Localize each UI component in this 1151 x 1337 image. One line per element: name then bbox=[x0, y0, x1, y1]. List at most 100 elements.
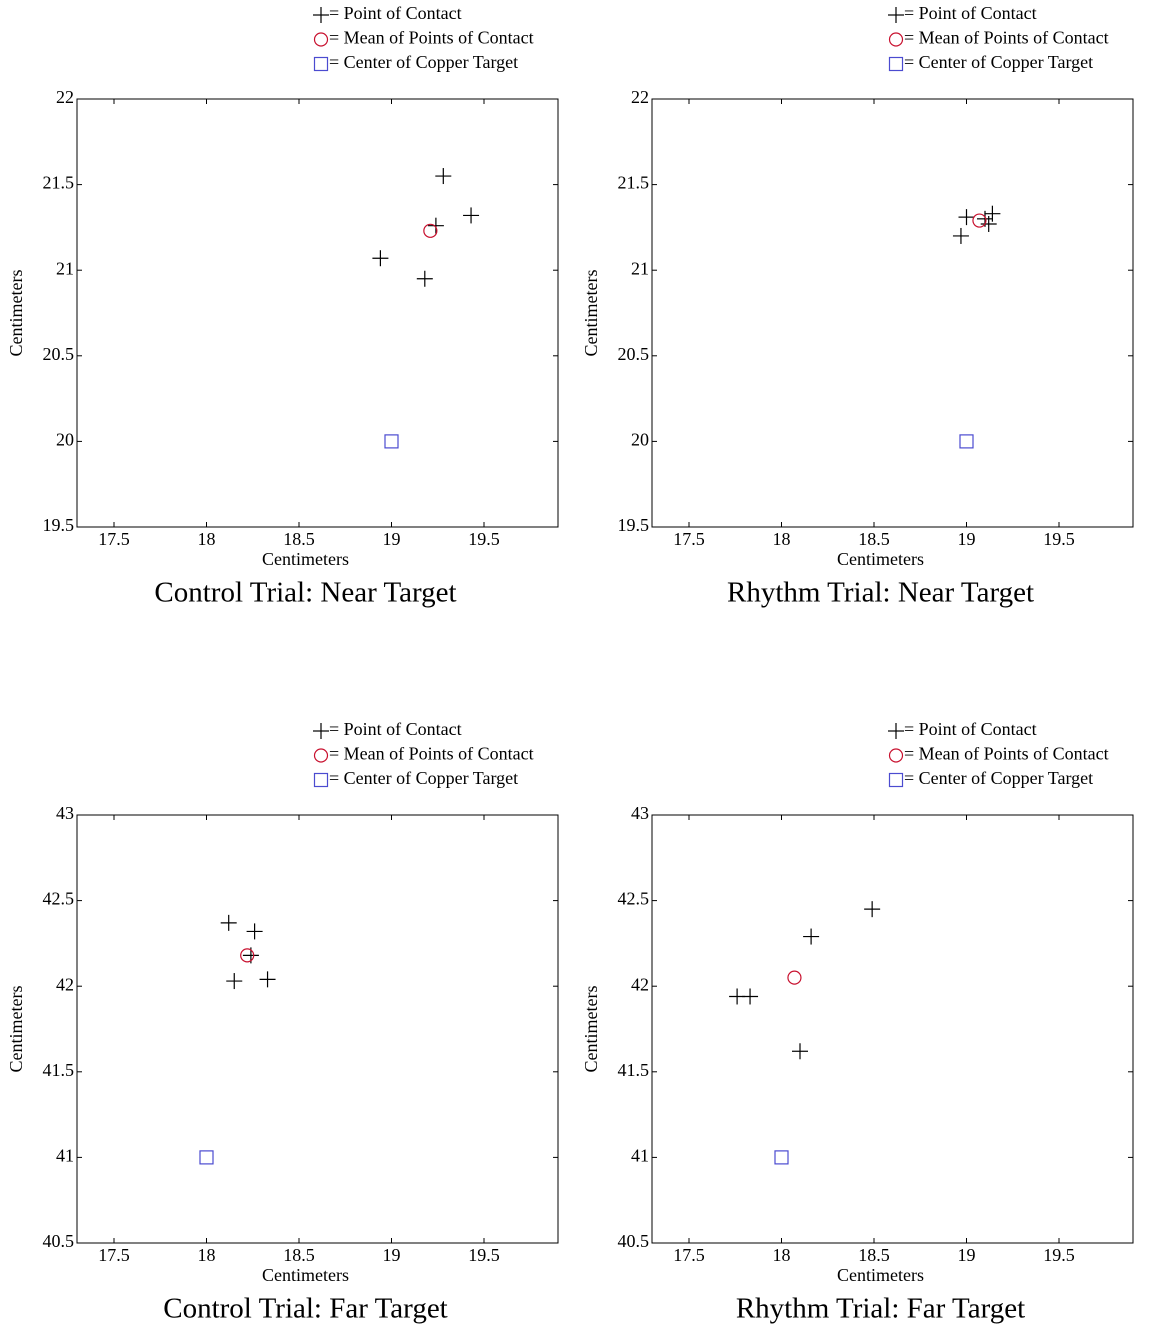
chart-title: Rhythm Trial: Near Target bbox=[727, 577, 1034, 609]
x-axis-label: Centimeters bbox=[837, 549, 924, 569]
plus-marker bbox=[742, 988, 759, 1005]
y-tick-label: 41.5 bbox=[43, 1060, 75, 1080]
y-axis-label: Centimeters bbox=[581, 986, 601, 1073]
x-tick-label: 18.5 bbox=[858, 529, 890, 549]
x-tick-label: 18.5 bbox=[283, 1245, 315, 1265]
x-tick-label: 19 bbox=[958, 1245, 976, 1265]
y-tick-label: 22 bbox=[56, 87, 74, 107]
y-tick-label: 22 bbox=[631, 87, 649, 107]
plus-marker bbox=[792, 1043, 808, 1060]
square-marker bbox=[888, 772, 904, 788]
circle-marker bbox=[423, 223, 438, 238]
plus-marker bbox=[958, 209, 975, 226]
y-tick-label: 42.5 bbox=[618, 889, 650, 909]
plus-marker bbox=[952, 227, 969, 244]
y-axis-label: Centimeters bbox=[6, 986, 26, 1073]
legend-label: = Point of Contact bbox=[904, 3, 1037, 23]
plus-marker bbox=[220, 914, 237, 931]
y-tick-label: 40.5 bbox=[43, 1231, 75, 1251]
x-tick-label: 18 bbox=[773, 529, 791, 549]
x-tick-label: 17.5 bbox=[673, 1245, 705, 1265]
chart-title: Rhythm Trial: Far Target bbox=[736, 1293, 1025, 1325]
y-tick-label: 21 bbox=[56, 258, 74, 278]
circle-marker bbox=[313, 748, 329, 763]
plus-marker bbox=[226, 973, 243, 990]
y-tick-label: 20 bbox=[631, 430, 649, 450]
y-tick-label: 21 bbox=[631, 258, 649, 278]
plus-marker bbox=[984, 205, 1001, 222]
plot-frame bbox=[76, 98, 559, 528]
x-tick-label: 17.5 bbox=[673, 529, 705, 549]
square-marker bbox=[313, 772, 329, 788]
circle-marker bbox=[888, 748, 904, 763]
x-axis-label: Centimeters bbox=[262, 549, 349, 569]
y-tick-label: 20.5 bbox=[618, 344, 650, 364]
x-tick-label: 18.5 bbox=[283, 529, 315, 549]
x-axis-label: Centimeters bbox=[262, 1265, 349, 1285]
square-marker bbox=[888, 56, 904, 72]
y-axis-label: Centimeters bbox=[581, 270, 601, 357]
square-marker bbox=[384, 434, 399, 449]
y-axis-label: Centimeters bbox=[6, 270, 26, 357]
x-tick-label: 18.5 bbox=[858, 1245, 890, 1265]
legend-label: = Mean of Points of Contact bbox=[329, 28, 534, 48]
subplot: = Point of Contact = Mean of Points of Co… bbox=[581, 719, 1134, 1325]
y-tick-label: 42 bbox=[56, 974, 74, 994]
x-tick-label: 19.5 bbox=[468, 529, 500, 549]
subplot: = Point of Contact = Mean of Points of Co… bbox=[581, 3, 1134, 609]
y-tick-label: 43 bbox=[56, 803, 74, 823]
y-tick-label: 21.5 bbox=[618, 173, 650, 193]
subplot: = Point of Contact = Mean of Points of Co… bbox=[6, 3, 559, 609]
circle-marker bbox=[787, 970, 802, 985]
x-tick-label: 18 bbox=[773, 1245, 791, 1265]
x-tick-label: 19.5 bbox=[468, 1245, 500, 1265]
plus-marker bbox=[313, 723, 329, 739]
y-tick-label: 41.5 bbox=[618, 1060, 650, 1080]
x-tick-label: 17.5 bbox=[98, 529, 130, 549]
y-tick-label: 19.5 bbox=[618, 515, 650, 535]
plus-marker bbox=[888, 723, 904, 739]
x-tick-label: 19.5 bbox=[1043, 1245, 1075, 1265]
y-tick-label: 42 bbox=[631, 974, 649, 994]
circle-marker bbox=[972, 213, 987, 228]
plus-marker bbox=[435, 168, 452, 185]
legend-label: = Center of Copper Target bbox=[904, 52, 1093, 72]
x-tick-label: 17.5 bbox=[98, 1245, 130, 1265]
x-tick-label: 18 bbox=[198, 1245, 216, 1265]
x-tick-label: 19.5 bbox=[1043, 529, 1075, 549]
y-tick-label: 41 bbox=[56, 1146, 74, 1166]
plus-marker bbox=[246, 923, 263, 940]
plus-marker bbox=[313, 7, 329, 23]
plus-marker bbox=[888, 7, 904, 23]
square-marker bbox=[959, 434, 974, 449]
y-tick-label: 20 bbox=[56, 430, 74, 450]
x-tick-label: 19 bbox=[383, 1245, 401, 1265]
circle-marker bbox=[313, 32, 329, 47]
legend-label: = Center of Copper Target bbox=[329, 52, 518, 72]
plus-marker bbox=[372, 250, 389, 267]
legend-label: = Center of Copper Target bbox=[904, 768, 1093, 788]
y-tick-label: 19.5 bbox=[43, 515, 75, 535]
y-tick-label: 40.5 bbox=[618, 1231, 650, 1251]
legend-label: = Point of Contact bbox=[329, 3, 462, 23]
chart-title: Control Trial: Near Target bbox=[154, 577, 456, 609]
subplot: = Point of Contact = Mean of Points of Co… bbox=[6, 719, 559, 1325]
legend-label: = Mean of Points of Contact bbox=[329, 744, 534, 764]
plus-marker bbox=[427, 217, 444, 234]
circle-marker bbox=[888, 32, 904, 47]
plus-marker bbox=[864, 901, 881, 918]
y-tick-label: 21.5 bbox=[43, 173, 75, 193]
legend-label: = Center of Copper Target bbox=[329, 768, 518, 788]
square-marker bbox=[774, 1150, 789, 1165]
plus-marker bbox=[980, 215, 997, 232]
y-tick-label: 42.5 bbox=[43, 889, 75, 909]
x-tick-label: 19 bbox=[383, 529, 401, 549]
y-tick-label: 41 bbox=[631, 1146, 649, 1166]
plus-marker bbox=[416, 270, 433, 287]
square-marker bbox=[199, 1150, 214, 1165]
plus-marker bbox=[803, 928, 820, 945]
circle-marker bbox=[240, 948, 255, 963]
y-tick-label: 20.5 bbox=[43, 344, 75, 364]
